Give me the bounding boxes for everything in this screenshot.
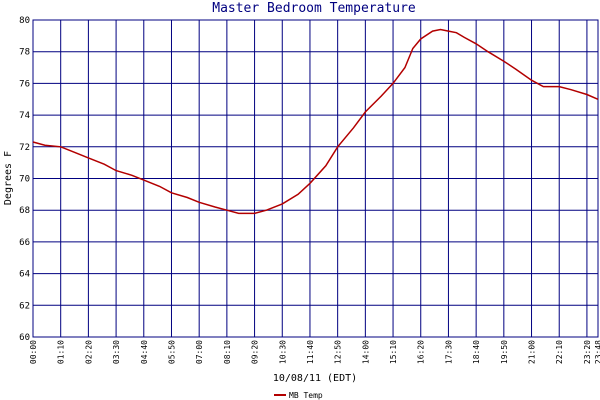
x-tick-label: 09:20	[251, 340, 260, 364]
x-tick-label: 05:50	[167, 340, 176, 364]
x-tick-label: 10:30	[278, 340, 287, 364]
y-tick-label: 66	[19, 238, 30, 248]
x-tick-label: 23:48	[594, 340, 600, 364]
x-tick-label: 02:20	[84, 340, 93, 364]
x-tick-label: 07:00	[195, 340, 204, 364]
chart-title: Master Bedroom Temperature	[212, 1, 416, 16]
y-tick-label: 68	[19, 206, 30, 216]
y-tick-label: 78	[19, 48, 30, 58]
x-tick-label: 17:30	[444, 340, 453, 364]
x-tick-label: 12:50	[334, 340, 343, 364]
x-tick-label: 21:00	[528, 340, 537, 364]
x-axis-label: 10/08/11 (EDT)	[273, 373, 357, 384]
x-tick-label: 08:10	[223, 340, 232, 364]
x-tick-label: 01:10	[57, 340, 66, 364]
x-tick-label: 23:20	[583, 340, 592, 364]
x-axis-ticks: 00:00 01:10 02:20 03:30 04:40 05:50 07:00 08:10…	[29, 340, 600, 364]
y-tick-label: 80	[19, 16, 30, 26]
y-tick-label: 72	[19, 143, 30, 153]
y-tick-label: 62	[19, 301, 30, 311]
x-tick-label: 03:30	[112, 340, 121, 364]
y-tick-label: 76	[19, 79, 30, 89]
x-tick-label: 22:10	[555, 340, 564, 364]
plot-area-border	[32, 19, 599, 338]
y-tick-label: 74	[19, 111, 30, 121]
x-tick-label: 14:00	[361, 340, 370, 364]
y-tick-label: 64	[19, 270, 30, 280]
y-tick-label: 60	[19, 333, 30, 343]
y-axis-ticks: 60 62 64 66 68 70 72 74 76 78 80	[19, 16, 30, 343]
x-tick-label: 18:40	[472, 340, 481, 364]
x-tick-label: 04:40	[140, 340, 149, 364]
x-tick-label: 15:10	[389, 340, 398, 364]
x-tick-label: 00:00	[29, 340, 38, 364]
x-tick-label: 16:20	[417, 340, 426, 364]
x-tick-label: 19:50	[500, 340, 509, 364]
x-tick-label: 11:40	[306, 340, 315, 364]
y-axis-label: Degrees F	[3, 151, 14, 205]
legend-label: MB Temp	[289, 391, 323, 400]
y-tick-label: 70	[19, 175, 30, 185]
series-line-mb-temp	[32, 28, 599, 215]
